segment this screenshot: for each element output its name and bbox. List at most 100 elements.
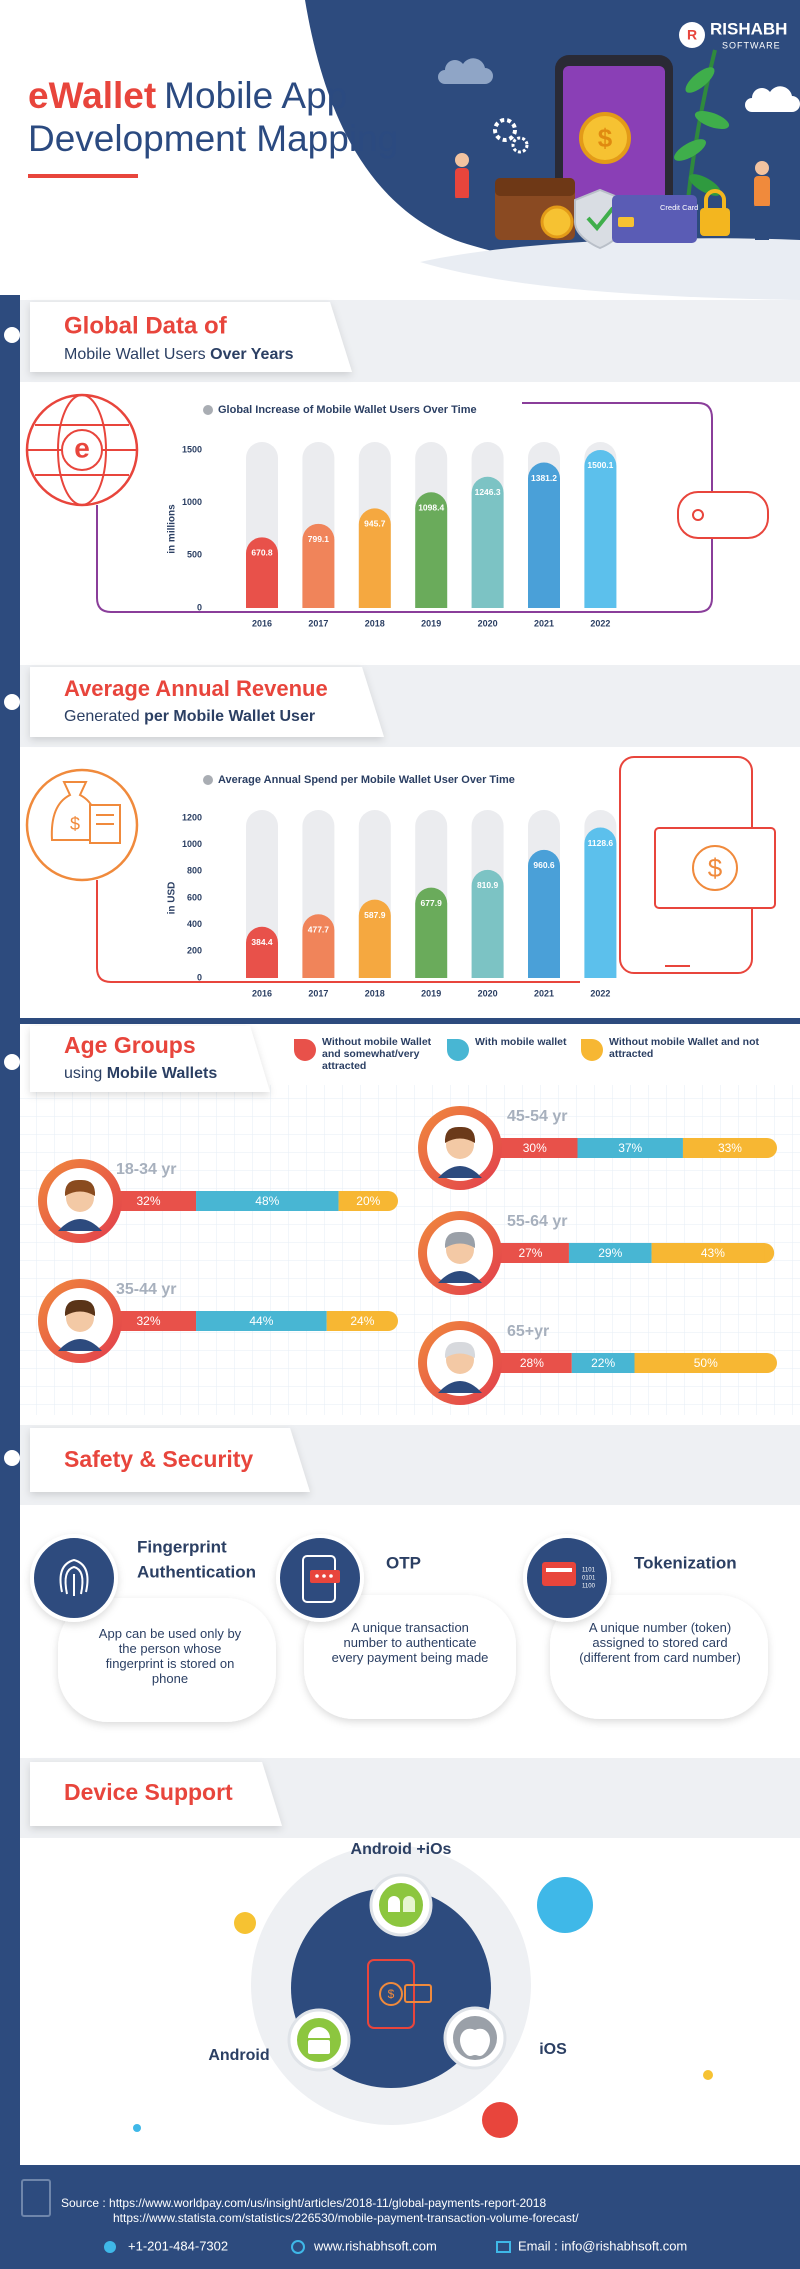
segment (492, 1138, 578, 1158)
decoration (495, 178, 575, 196)
decoration (308, 2027, 330, 2038)
bar (471, 476, 504, 608)
decoration (4, 1450, 20, 1466)
legend-swatch (447, 1039, 469, 1061)
logo-letter: R (687, 27, 697, 43)
bar-value-label: 960.6 (533, 860, 555, 870)
doc-icon (21, 2179, 51, 2217)
segment-label: 32% (137, 1314, 161, 1328)
legend-swatch (581, 1039, 603, 1061)
title-underline (28, 174, 138, 178)
age-group: 55-64 yr 27% 29% 43% (418, 1211, 775, 1295)
legend-entry: With mobile wallet (475, 1036, 567, 1048)
decoration (654, 827, 776, 909)
bar-value-label: 670.8 (251, 548, 273, 558)
decoration: $ (388, 1987, 395, 2001)
segment (634, 1353, 767, 1373)
decoration (308, 2040, 330, 2054)
y-tick-label: 1000 (182, 839, 202, 849)
decoration (755, 206, 769, 240)
heading-box (30, 1026, 270, 1092)
description-card (550, 1595, 768, 1719)
decoration (379, 1883, 423, 1927)
segment (682, 1138, 767, 1158)
decoration (542, 1562, 576, 1586)
device-label: Android +iOs (351, 1841, 452, 1858)
decoration (579, 112, 631, 164)
y-tick-label: 200 (187, 946, 202, 956)
main-title: Development Mapping (28, 118, 398, 159)
segment (101, 1191, 197, 1211)
description-box: A unique transaction number to authentic… (332, 1620, 489, 1665)
heading-box (30, 1428, 310, 1492)
decoration (537, 1877, 593, 1933)
segment-label: 24% (350, 1314, 374, 1328)
subheading-text: Mobile Wallet Users (64, 346, 206, 363)
decoration (677, 491, 769, 539)
x-tick-label: 2022 (590, 988, 610, 998)
segment (196, 1311, 327, 1331)
subheading-bold: per Mobile Wallet User (144, 708, 315, 725)
bar-value-label: 1500.1 (587, 460, 613, 470)
decoration (403, 1896, 415, 1912)
logo-name: RISHABH (710, 19, 787, 38)
subheading-bold: Mobile Wallets (107, 1065, 218, 1082)
main-title: eWallet Mobile App (28, 75, 347, 116)
legend-entry: Without mobile Wallet and not attracted (609, 1036, 759, 1060)
decoration (692, 509, 704, 521)
segment-label: 32% (137, 1194, 161, 1208)
segment-label: 48% (255, 1194, 279, 1208)
bar-chart: Average Annual Spend per Mobile Wallet U… (167, 774, 617, 998)
decoration (493, 118, 517, 142)
y-axis-label: in millions (167, 504, 178, 554)
y-tick-label: 500 (187, 550, 202, 560)
header: eWallet Mobile App Development Mapping R … (28, 0, 800, 300)
x-tick-label: 2020 (478, 988, 498, 998)
heading-box (30, 1762, 282, 1826)
avatar-hair (64, 1299, 96, 1316)
decoration (96, 402, 713, 613)
otp-icon (302, 1555, 340, 1603)
legend-label: With mobile wallet (475, 1036, 567, 1048)
age-label: 65+yr (507, 1323, 549, 1340)
segment (326, 1311, 388, 1331)
segment (101, 1311, 197, 1331)
segment-label: 30% (523, 1141, 547, 1155)
bar-value-label: 799.1 (308, 534, 330, 544)
avatar-body (438, 1271, 482, 1283)
x-tick-label: 2020 (478, 618, 498, 628)
y-tick-label: 600 (187, 892, 202, 902)
device-diagram: $ (133, 1845, 713, 2138)
decoration (460, 2028, 490, 2056)
decoration (404, 1984, 432, 2003)
bar-value-label: 1098.4 (418, 503, 444, 513)
bar-value-label: 1128.6 (588, 838, 614, 848)
bar (528, 462, 560, 608)
x-tick-label: 2022 (590, 618, 610, 628)
segment (338, 1191, 388, 1211)
bar (584, 449, 617, 608)
segment (492, 1353, 572, 1373)
decoration (379, 1982, 403, 2006)
section-subheading: Mobile Wallet Users Over Years (64, 346, 294, 363)
description-box: App can be used only by the person whose… (99, 1626, 241, 1686)
bar (415, 492, 448, 608)
title-dot (203, 775, 213, 785)
age-label: 55-64 yr (507, 1213, 568, 1230)
legend-swatch (294, 1039, 316, 1061)
decoration: $ (708, 853, 723, 883)
age-group: 45-54 yr 30% 37% 33% (418, 1106, 777, 1190)
x-tick-label: 2021 (534, 618, 554, 628)
y-tick-label: 400 (187, 919, 202, 929)
title-line: Mobile App (164, 75, 347, 116)
heading-box (30, 302, 352, 372)
legend-label: Without mobile Wallet and somewhat/very … (322, 1036, 432, 1072)
x-tick-label: 2017 (308, 618, 328, 628)
age-group: 65+yr 28% 22% 50% (418, 1321, 777, 1405)
feature-title: Tokenization (634, 1553, 737, 1572)
bar-value-label: 1381.2 (531, 473, 557, 483)
decoration (618, 217, 634, 227)
bar (302, 914, 335, 978)
decoration (692, 845, 738, 891)
